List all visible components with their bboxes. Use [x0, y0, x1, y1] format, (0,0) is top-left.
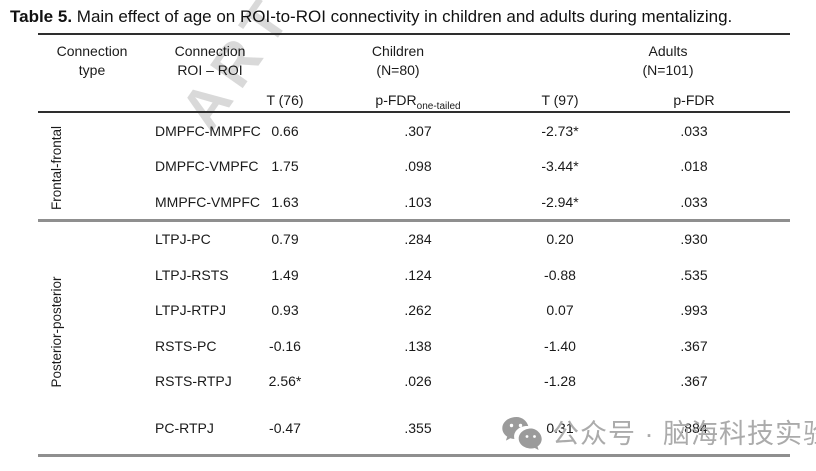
t-children-value: 1.49 — [271, 267, 299, 283]
roi-pair-label: RSTS-PC — [155, 338, 217, 354]
t-children-value: 1.75 — [271, 158, 299, 174]
header-adults-group: Adults (N=101) — [608, 42, 728, 80]
header-p-fdr-children-base: p-FDR — [375, 92, 417, 108]
header-connection-type: Connection type — [42, 42, 142, 80]
caption-rule — [38, 33, 790, 35]
roi-pair-label: DMPFC-MMPFC — [155, 123, 261, 139]
header-p-fdr-children-subscript: one-tailed — [416, 100, 461, 112]
header-connection-roi-line2: ROI – ROI — [177, 62, 243, 78]
roi-pair-label: LTPJ-RSTS — [155, 267, 229, 283]
table-row: RSTS-PC -0.16 .138 -1.40 .367 — [0, 336, 816, 356]
table-caption-text: Main effect of age on ROI-to-ROI connect… — [76, 7, 733, 26]
header-t-children: T (76) — [266, 92, 304, 108]
p-fdr-adults-value: .367 — [680, 373, 708, 389]
t-adults-value: -2.73* — [541, 123, 579, 139]
t-children-value: -0.16 — [269, 338, 301, 354]
header-p-fdr-children: p-FDRone-tailed — [358, 90, 478, 112]
header-children-group: Children (N=80) — [338, 42, 458, 80]
p-fdr-children-value: .098 — [404, 158, 432, 174]
t-adults-value: 0.31 — [546, 420, 574, 436]
p-fdr-children-value: .103 — [404, 194, 432, 210]
t-adults-value: 0.07 — [546, 302, 574, 318]
p-fdr-adults-value: .033 — [680, 194, 708, 210]
p-fdr-adults-value: .884 — [680, 420, 708, 436]
header-connection-roi: Connection ROI – ROI — [150, 42, 270, 80]
table-caption-number: Table 5. — [10, 7, 73, 26]
header-connection-type-line1: Connection — [56, 43, 128, 59]
t-children-value: 1.63 — [271, 194, 299, 210]
p-fdr-children-value: .355 — [404, 420, 432, 436]
t-adults-value: 0.20 — [546, 231, 574, 247]
t-children-value: 2.56* — [268, 373, 302, 389]
wechat-watermark-label: 公众号 · 脑海科技实验室 — [552, 419, 816, 449]
table-row: PC-RTPJ -0.47 .355 0.31 .884 — [0, 418, 816, 438]
t-children-value: 0.66 — [271, 123, 299, 139]
t-children-value: -0.47 — [269, 420, 301, 436]
header-connection-type-line2: type — [78, 62, 106, 78]
t-adults-value: -2.94* — [541, 194, 579, 210]
header-children-line1: Children — [371, 43, 425, 59]
roi-pair-label: LTPJ-PC — [155, 231, 211, 247]
wechat-icon — [500, 415, 546, 458]
p-fdr-adults-value: .535 — [680, 267, 708, 283]
table-row: MMPFC-VMPFC 1.63 .103 -2.94* .033 — [0, 192, 816, 212]
header-adults-line2: (N=101) — [642, 62, 694, 78]
section-divider-rule — [38, 219, 790, 222]
t-adults-value: -1.40 — [544, 338, 576, 354]
p-fdr-adults-value: .033 — [680, 123, 708, 139]
t-children-value: 0.93 — [271, 302, 299, 318]
header-t-adults: T (97) — [541, 92, 579, 108]
table-row: DMPFC-VMPFC 1.75 .098 -3.44* .018 — [0, 156, 816, 176]
p-fdr-adults-value: .018 — [680, 158, 708, 174]
p-fdr-adults-value: .993 — [680, 302, 708, 318]
roi-pair-label: LTPJ-RTPJ — [155, 302, 227, 318]
table-caption: Table 5. Main effect of age on ROI-to-RO… — [10, 6, 732, 28]
p-fdr-children-value: .262 — [404, 302, 432, 318]
header-p-fdr-adults: p-FDR — [673, 92, 715, 108]
roi-pair-label: DMPFC-VMPFC — [155, 158, 259, 174]
header-rule — [38, 111, 790, 113]
bottom-rule — [38, 454, 790, 457]
t-children-value: 0.79 — [271, 231, 299, 247]
p-fdr-children-value: .284 — [404, 231, 432, 247]
t-adults-value: -3.44* — [541, 158, 579, 174]
p-fdr-adults-value: .930 — [680, 231, 708, 247]
p-fdr-adults-value: .367 — [680, 338, 708, 354]
roi-pair-label: RSTS-RTPJ — [155, 373, 232, 389]
table-row: DMPFC-MMPFC 0.66 .307 -2.73* .033 — [0, 121, 816, 141]
p-fdr-children-value: .138 — [404, 338, 432, 354]
p-fdr-children-value: .026 — [404, 373, 432, 389]
t-adults-value: -1.28 — [544, 373, 576, 389]
p-fdr-children-value: .124 — [404, 267, 432, 283]
roi-pair-label: PC-RTPJ — [155, 420, 214, 436]
roi-pair-label: MMPFC-VMPFC — [155, 194, 260, 210]
table-row: LTPJ-RSTS 1.49 .124 -0.88 .535 — [0, 265, 816, 285]
t-adults-value: -0.88 — [544, 267, 576, 283]
header-adults-line1: Adults — [648, 43, 688, 59]
header-connection-roi-line1: Connection — [174, 43, 246, 59]
p-fdr-children-value: .307 — [404, 123, 432, 139]
table-row: LTPJ-RTPJ 0.93 .262 0.07 .993 — [0, 300, 816, 320]
table-row: LTPJ-PC 0.79 .284 0.20 .930 — [0, 229, 816, 249]
table-row: RSTS-RTPJ 2.56* .026 -1.28 .367 — [0, 371, 816, 391]
header-children-line2: (N=80) — [376, 62, 420, 78]
